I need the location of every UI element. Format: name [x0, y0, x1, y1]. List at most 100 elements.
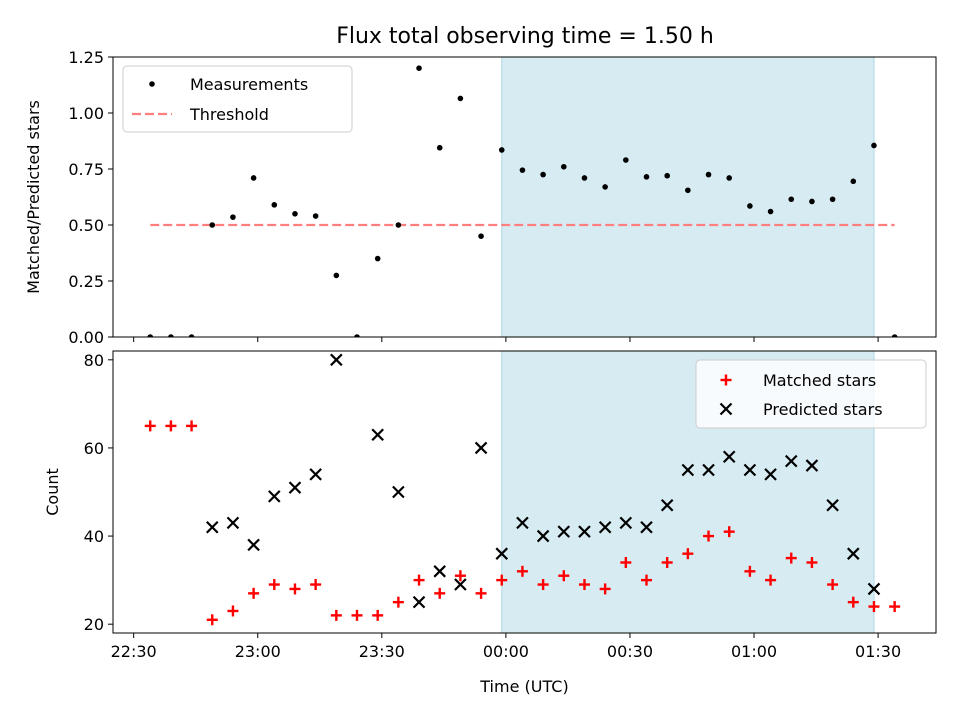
predicted-point [660, 498, 674, 512]
legend-marker-measurements [149, 81, 155, 87]
cross-b [412, 595, 426, 609]
y-tick-label: 20 [84, 615, 104, 634]
ratio-panel: 0.00 0.25 0.50 0.75 1.00 1.25 Matched/Predicte… [24, 48, 937, 347]
measurement-point [354, 334, 360, 337]
predicted-point [226, 516, 240, 530]
predicted-point [412, 595, 426, 609]
measurement-point [871, 142, 877, 149]
matched-point [744, 565, 756, 577]
measurement-point [292, 211, 298, 217]
measurement-point [209, 222, 216, 228]
cross-b [867, 582, 881, 596]
measurement-point [829, 196, 836, 203]
cross-b [205, 520, 219, 534]
matched-point [868, 601, 880, 613]
x-tick-label: 00:30 [607, 642, 653, 661]
count-panel: 20 40 60 80 22:30 23:00 23:30 00:00 00:30 01:00 01… [43, 350, 937, 696]
predicted-point [536, 529, 550, 543]
matched-point [889, 601, 901, 613]
x-tick-label: 00:00 [483, 642, 529, 661]
measurement-point [767, 208, 774, 215]
cross-b [619, 516, 633, 530]
cross-b [392, 485, 405, 499]
cross-b [454, 578, 467, 591]
legend-box [122, 65, 353, 133]
cross-b [557, 525, 571, 538]
x-axis-label: Time (UTC) [479, 677, 568, 696]
matched-point [413, 574, 425, 586]
predicted-point [268, 490, 281, 503]
cross-b [536, 529, 550, 543]
y-tick-label: 0.50 [68, 216, 104, 235]
cross-b [719, 402, 733, 416]
measurement-point [271, 202, 278, 208]
measurement-point [374, 255, 381, 262]
y-tick-label: 1.25 [68, 48, 104, 67]
y-axis-label: Count [43, 468, 62, 516]
predicted-point [309, 468, 322, 481]
predicted-point [619, 516, 633, 530]
measurement-point [147, 334, 154, 337]
x-tick-label: 22:30 [111, 642, 157, 661]
matched-point [144, 420, 156, 432]
measurement-point [623, 157, 629, 163]
matched-point [186, 420, 198, 432]
predicted-point [847, 547, 860, 560]
matched-point [847, 596, 859, 608]
measurement-point [540, 171, 546, 178]
y-tick-label: 0.00 [68, 328, 104, 347]
matched-point [558, 570, 570, 582]
predicted-point [371, 428, 384, 441]
predicted-point [516, 516, 529, 530]
chart-title: Flux total observing time = 1.50 h [336, 24, 714, 49]
predicted-point [578, 525, 591, 538]
matched-point [806, 557, 818, 568]
legend-label-matched: Matched stars [763, 371, 876, 390]
predicted-point [784, 454, 798, 468]
measurement-point [333, 272, 340, 279]
matched-point [372, 609, 384, 621]
legend-label-predicted: Predicted stars [763, 400, 883, 419]
matched-point [765, 574, 777, 586]
predicted-point [288, 481, 302, 494]
cross-b [681, 463, 695, 477]
measurement-point [891, 334, 898, 337]
measurement-point [788, 196, 795, 203]
predicted-point [681, 463, 695, 477]
y-tick-label: 1.00 [68, 104, 104, 123]
matched-point [703, 530, 715, 542]
legend-marker-predicted [719, 402, 733, 416]
cross-b [371, 428, 384, 441]
plot-area [144, 353, 901, 626]
matched-point [827, 579, 839, 591]
measurement-point [850, 178, 857, 185]
legend-marker-matched [720, 374, 732, 386]
matched-point [392, 596, 404, 608]
measurement-point [395, 222, 402, 228]
measurement-point [643, 174, 650, 180]
predicted-point [867, 582, 881, 596]
cross-b [330, 353, 343, 367]
cross-b [722, 450, 736, 464]
predicted-point [495, 547, 509, 560]
matched-point [289, 583, 301, 595]
measurement-point [478, 233, 484, 239]
measurement-point [726, 175, 733, 181]
measurement-point [581, 175, 588, 181]
y-tick-label: 60 [84, 439, 104, 458]
predicted-point [598, 520, 612, 534]
matched-point [330, 609, 342, 621]
cross-b [598, 520, 612, 534]
cross-b [247, 538, 260, 552]
cross-b [268, 490, 281, 503]
measurement-point [230, 214, 236, 220]
matched-point [227, 605, 239, 617]
predicted-point [805, 459, 819, 472]
predicted-point [743, 463, 757, 477]
legend-label-threshold: Threshold [189, 105, 269, 124]
cross-b [578, 525, 591, 538]
axes-frame [112, 350, 937, 634]
cross-b [743, 463, 757, 477]
cross-b [309, 468, 322, 481]
